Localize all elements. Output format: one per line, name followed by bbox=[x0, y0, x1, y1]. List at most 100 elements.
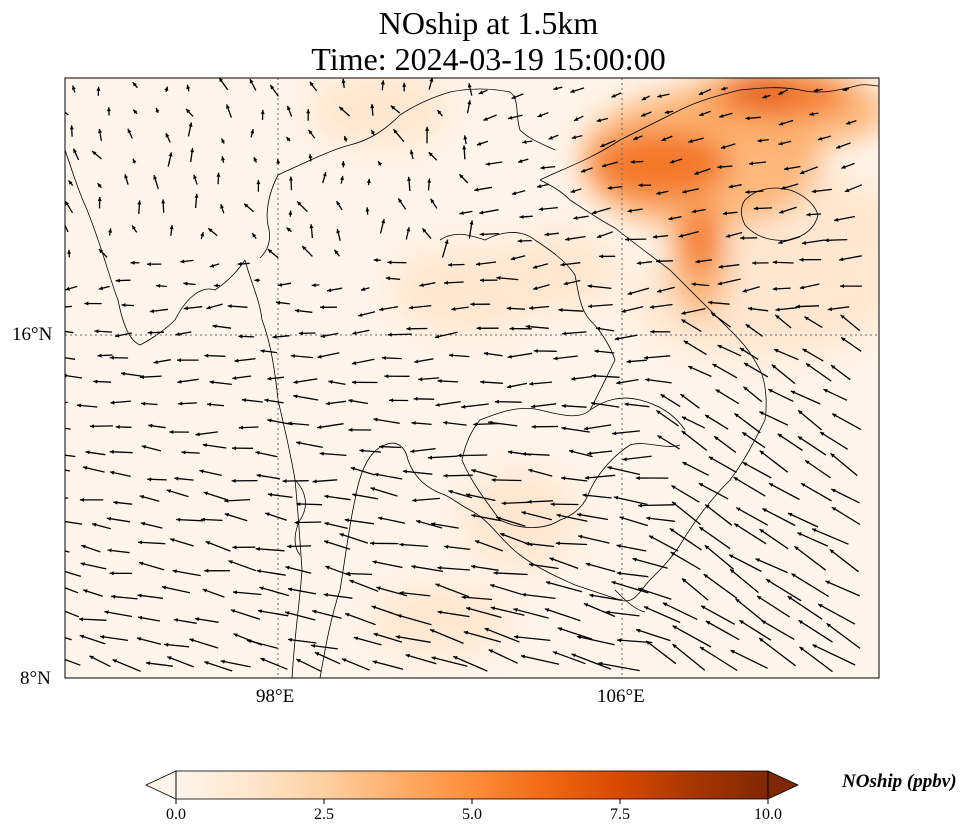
wind-arrow-shaft bbox=[488, 649, 518, 664]
wind-arrow-head bbox=[570, 89, 575, 93]
wind-arrow-head bbox=[336, 201, 341, 206]
wind-arrow-head bbox=[232, 590, 238, 595]
wind-arrow-head bbox=[742, 432, 747, 437]
wind-arrow-shaft bbox=[444, 545, 471, 551]
wind-arrow-head bbox=[177, 379, 182, 384]
wind-arrow-head bbox=[671, 485, 676, 490]
wind-arrow-shaft bbox=[310, 644, 338, 650]
wind-arrow-head bbox=[50, 402, 54, 406]
wind-arrow-head bbox=[141, 401, 146, 406]
wind-arrow-shaft bbox=[681, 416, 706, 429]
wind-arrow-shaft bbox=[587, 303, 613, 308]
wind-arrow-head bbox=[636, 261, 641, 265]
wind-arrow-head bbox=[846, 120, 851, 125]
wind-arrow-head bbox=[437, 379, 442, 383]
wind-arrow-shaft bbox=[713, 435, 737, 454]
wind-arrow-shaft bbox=[544, 608, 581, 622]
wind-arrow-head bbox=[406, 326, 411, 331]
wind-arrow-head bbox=[775, 314, 780, 319]
wind-arrow-shaft bbox=[817, 603, 856, 625]
wind-arrow-head bbox=[237, 261, 242, 266]
wind-arrow-head bbox=[110, 400, 115, 405]
wind-arrow-head bbox=[688, 366, 693, 370]
wind-arrow-head bbox=[230, 609, 236, 613]
wind-arrow-head bbox=[287, 105, 291, 111]
wind-arrow-shaft bbox=[402, 470, 433, 475]
wind-arrow-shaft bbox=[312, 479, 338, 483]
wind-arrow-shaft bbox=[202, 443, 227, 449]
wind-arrow-head bbox=[532, 265, 538, 269]
wind-arrow-shaft bbox=[715, 388, 740, 405]
wind-arrow-head bbox=[725, 233, 731, 238]
wind-arrow-head bbox=[739, 347, 745, 352]
wind-arrow-shaft bbox=[387, 333, 412, 336]
wind-arrow-head bbox=[570, 189, 575, 193]
wind-arrow-head bbox=[166, 489, 172, 494]
wind-arrow-head bbox=[533, 286, 538, 291]
wind-arrow-shaft bbox=[145, 662, 173, 667]
wind-arrow-head bbox=[820, 432, 825, 436]
wind-arrow-head bbox=[471, 469, 476, 473]
wind-arrow-head bbox=[681, 578, 687, 583]
concentration-field bbox=[65, 78, 879, 678]
wind-arrow-head bbox=[153, 175, 158, 180]
wind-arrow-shaft bbox=[410, 448, 436, 453]
wind-arrow-shaft bbox=[670, 551, 701, 571]
wind-arrow-head bbox=[797, 436, 803, 441]
wind-arrow-head bbox=[712, 363, 717, 368]
wind-arrow-shaft bbox=[513, 608, 549, 619]
wind-arrow-shaft bbox=[617, 639, 653, 644]
wind-arrow-head bbox=[798, 410, 803, 415]
wind-arrow-head bbox=[510, 256, 516, 261]
wind-arrow-head bbox=[616, 380, 621, 385]
wind-arrow-head bbox=[109, 571, 114, 576]
wind-arrow-head bbox=[641, 96, 647, 101]
wind-arrow-shaft bbox=[584, 474, 616, 479]
wind-arrow-head bbox=[165, 133, 170, 138]
wind-arrow-head bbox=[358, 313, 363, 317]
wind-arrow-head bbox=[408, 305, 414, 310]
wind-arrow-head bbox=[806, 212, 811, 217]
wind-arrow-shaft bbox=[501, 501, 529, 505]
wind-arrow-shaft bbox=[759, 450, 789, 473]
wind-arrow-head bbox=[209, 263, 215, 268]
wind-arrow-head bbox=[788, 512, 793, 517]
wind-arrow-head bbox=[216, 172, 221, 177]
wind-arrow-head bbox=[471, 513, 476, 518]
wind-arrow-head bbox=[778, 90, 783, 95]
wind-arrow-head bbox=[411, 421, 416, 425]
wind-arrow-head bbox=[699, 112, 704, 116]
wind-arrow-head bbox=[276, 159, 281, 164]
wind-arrow-head bbox=[670, 552, 676, 556]
wind-arrow-shaft bbox=[431, 656, 468, 667]
wind-arrow-head bbox=[662, 602, 668, 607]
wind-arrow-head bbox=[422, 228, 427, 233]
wind-arrow-head bbox=[448, 262, 453, 267]
wind-arrow-head bbox=[177, 358, 181, 363]
wind-arrow-head bbox=[376, 586, 381, 591]
wind-arrow-shaft bbox=[259, 586, 289, 597]
wind-arrow-head bbox=[718, 264, 723, 269]
wind-arrow-head bbox=[552, 651, 558, 655]
wind-arrow-shaft bbox=[576, 513, 609, 521]
wind-arrow-head bbox=[457, 453, 462, 458]
wind-arrow-shaft bbox=[65, 305, 72, 308]
wind-arrow-head bbox=[65, 109, 66, 110]
wind-arrow-head bbox=[521, 511, 526, 515]
wind-arrow-head bbox=[753, 206, 758, 211]
coastlines bbox=[65, 84, 879, 678]
wind-arrow-head bbox=[325, 565, 330, 570]
wind-arrow-head bbox=[359, 448, 364, 453]
wind-arrow-shaft bbox=[645, 378, 672, 384]
wind-arrow-head bbox=[76, 403, 82, 408]
wind-arrow-head bbox=[164, 642, 169, 647]
wind-arrow-head bbox=[149, 309, 155, 313]
wind-arrow-head bbox=[365, 207, 370, 212]
wind-arrow-head bbox=[224, 498, 229, 503]
wind-arrow-head bbox=[379, 444, 384, 449]
wind-arrow-shaft bbox=[561, 405, 587, 408]
wind-arrow-head bbox=[490, 584, 495, 588]
wind-arrow-head bbox=[147, 477, 152, 482]
wind-arrow-head bbox=[762, 94, 767, 99]
wind-arrow-head bbox=[379, 307, 384, 312]
